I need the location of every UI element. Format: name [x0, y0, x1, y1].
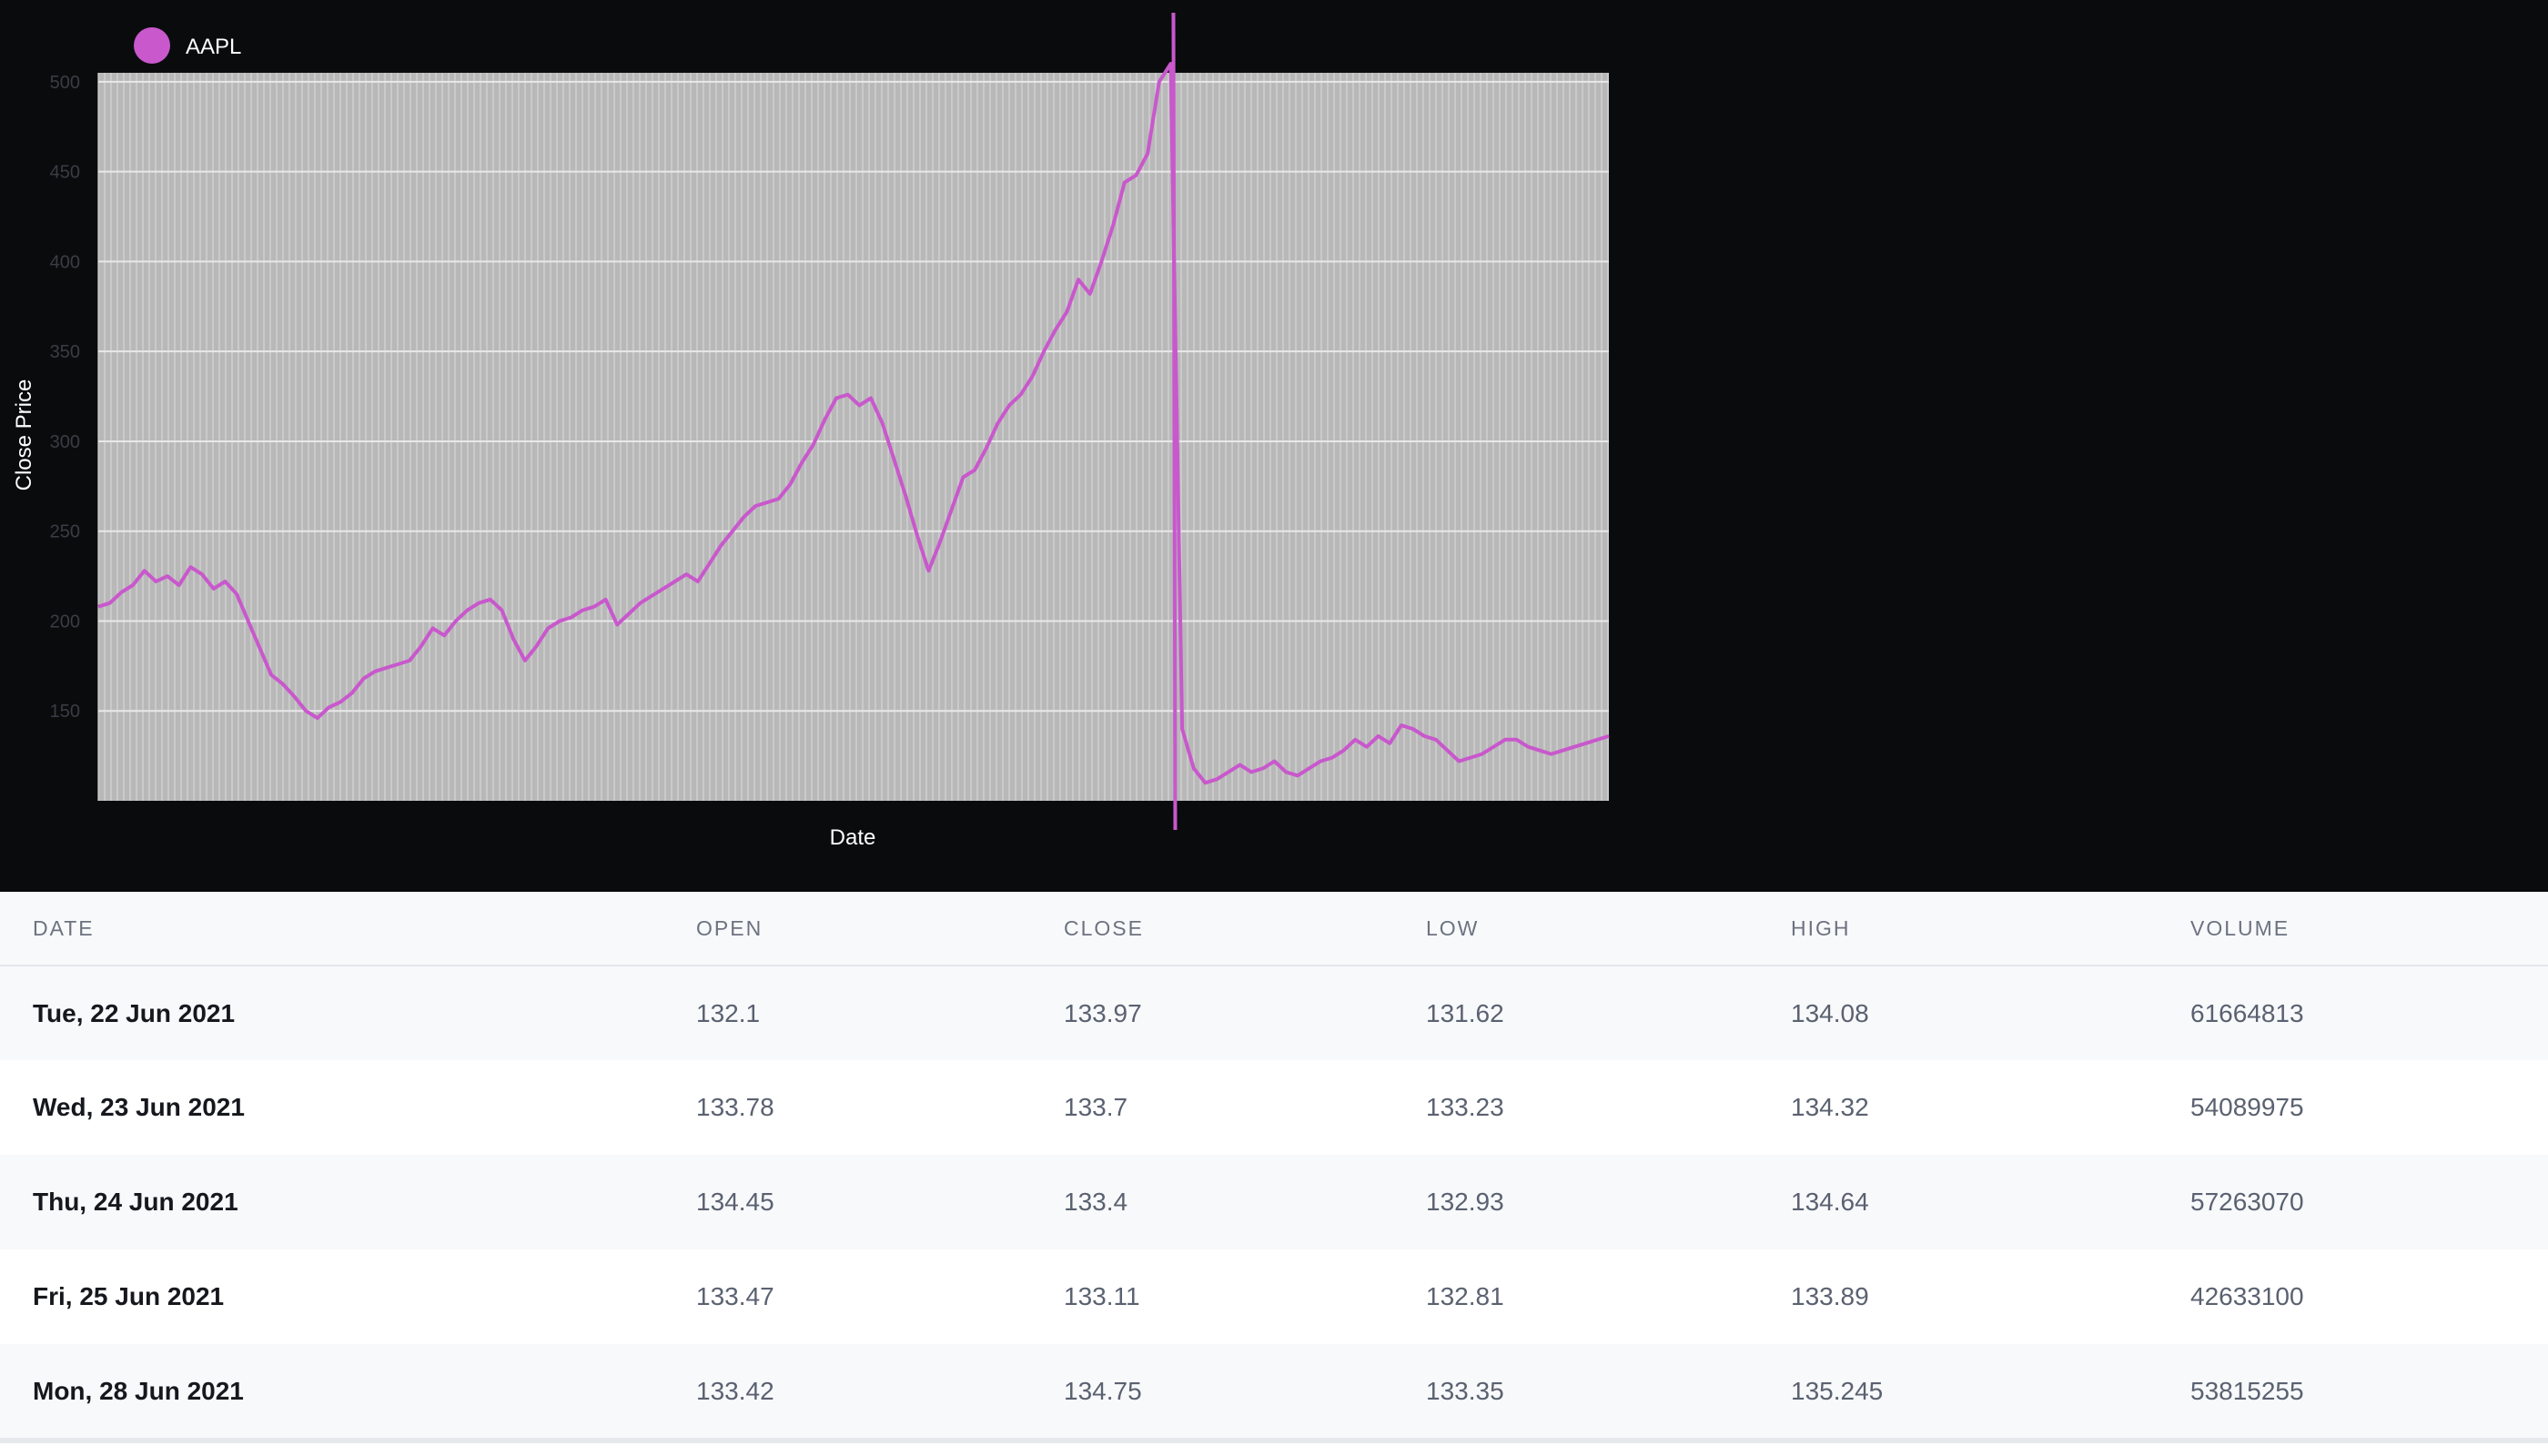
cell-date: Mon, 28 Jun 2021 [33, 1377, 244, 1405]
y-tick-label: 350 [50, 342, 80, 362]
series-drop-segment [1171, 12, 1178, 831]
header-open[interactable]: OPEN [696, 915, 763, 940]
cell-close: 133.7 [1064, 1093, 1128, 1121]
cell-date: Fri, 25 Jun 2021 [33, 1282, 225, 1310]
cell-open: 132.1 [696, 998, 761, 1027]
cell-close: 133.97 [1064, 998, 1142, 1027]
header-high[interactable]: HIGH [1791, 915, 1851, 940]
series-line-aapl[interactable] [97, 62, 1610, 785]
y-tick-label: 400 [50, 252, 80, 272]
cell-volume: 57263070 [2190, 1188, 2304, 1216]
plot-background [98, 73, 1609, 801]
cell-low: 133.23 [1426, 1093, 1504, 1121]
cell-low: 132.93 [1426, 1188, 1504, 1216]
cell-high: 134.32 [1791, 1093, 1869, 1121]
cell-high: 133.89 [1791, 1282, 1869, 1310]
close-price-chart[interactable]: 150 200 250 300 350 400 450 500 AAPL Close Pric… [0, 0, 2548, 892]
y-tick-label: 200 [50, 612, 80, 632]
price-table-panel: DATE OPEN CLOSE LOW HIGH VOLUME Tue, 22 … [0, 892, 2548, 1456]
legend-swatch-icon [134, 27, 170, 64]
y-tick-label: 300 [50, 432, 80, 452]
cell-high: 134.64 [1791, 1188, 1869, 1216]
header-date[interactable]: DATE [33, 915, 95, 940]
cell-date: Tue, 22 Jun 2021 [33, 998, 236, 1027]
cell-volume: 54089975 [2190, 1093, 2304, 1121]
table-row[interactable]: Mon, 28 Jun 2021 133.42 134.75 133.35 13… [0, 1344, 2548, 1439]
cell-date: Wed, 23 Jun 2021 [33, 1093, 245, 1121]
cell-volume: 61664813 [2190, 998, 2304, 1027]
cell-close: 134.75 [1064, 1377, 1142, 1405]
cell-low: 131.62 [1426, 998, 1504, 1027]
table-bottom-rule [0, 1438, 2548, 1443]
cell-low: 132.81 [1426, 1282, 1504, 1310]
legend-label: AAPL [186, 35, 241, 59]
y-tick-label: 500 [50, 73, 80, 93]
series-lines [97, 12, 1610, 831]
table-row[interactable]: Fri, 25 Jun 2021 133.47 133.11 132.81 13… [0, 1249, 2548, 1344]
table-row[interactable]: Wed, 23 Jun 2021 133.78 133.7 133.23 134… [0, 1060, 2548, 1155]
cell-close: 133.4 [1064, 1188, 1128, 1216]
y-axis-label: Close Price [12, 379, 36, 491]
cell-volume: 53815255 [2190, 1377, 2304, 1405]
cell-volume: 42633100 [2190, 1282, 2304, 1310]
table-row[interactable]: Thu, 24 Jun 2021 134.45 133.4 132.93 134… [0, 1155, 2548, 1249]
y-tick-label: 150 [50, 702, 80, 722]
plot-area [97, 73, 1609, 801]
cell-open: 133.47 [696, 1282, 774, 1310]
header-volume[interactable]: VOLUME [2190, 915, 2290, 940]
cell-open: 134.45 [696, 1188, 774, 1216]
y-axis-ticks: 150 200 250 300 350 400 450 500 [50, 73, 80, 722]
price-table: DATE OPEN CLOSE LOW HIGH VOLUME Tue, 22 … [0, 892, 2548, 1439]
cell-low: 133.35 [1426, 1377, 1504, 1405]
chart-panel: 150 200 250 300 350 400 450 500 AAPL Close Pric… [0, 0, 2548, 892]
cell-high: 135.245 [1791, 1377, 1884, 1405]
header-close[interactable]: CLOSE [1064, 915, 1144, 940]
cell-date: Thu, 24 Jun 2021 [33, 1188, 238, 1216]
cell-open: 133.78 [696, 1093, 774, 1121]
y-tick-label: 250 [50, 522, 80, 542]
legend[interactable]: AAPL [134, 27, 241, 64]
cell-high: 134.08 [1791, 998, 1869, 1027]
table-header-row: DATE OPEN CLOSE LOW HIGH VOLUME [0, 892, 2548, 966]
cell-close: 133.11 [1064, 1282, 1140, 1310]
header-low[interactable]: LOW [1426, 915, 1480, 940]
table-row[interactable]: Tue, 22 Jun 2021 132.1 133.97 131.62 134… [0, 966, 2548, 1060]
x-axis-label: Date [830, 825, 876, 850]
y-tick-label: 450 [50, 163, 80, 183]
cell-open: 133.42 [696, 1377, 774, 1405]
